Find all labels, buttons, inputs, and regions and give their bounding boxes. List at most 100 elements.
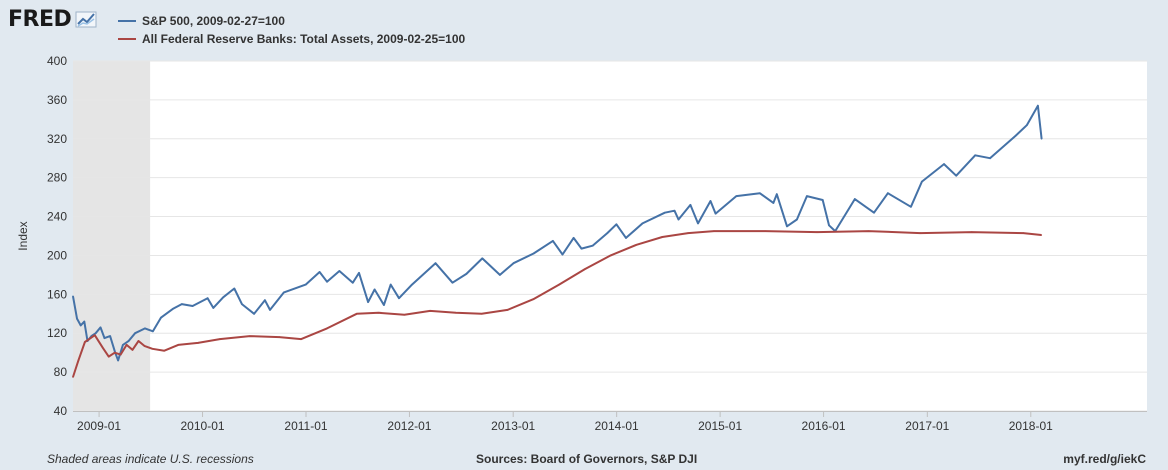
y-tick-label: 80 [54, 365, 68, 379]
series-0-point [103, 337, 106, 339]
series-0-point [697, 222, 699, 225]
series-1-point [125, 344, 128, 346]
series-lines [72, 104, 1043, 378]
series-0-point [572, 237, 575, 239]
series-1-point [506, 309, 509, 311]
series-0-point [191, 305, 194, 307]
series-0-point [109, 335, 111, 337]
series-0-point [144, 327, 146, 330]
series-0-point [1014, 135, 1017, 137]
series-1-point [480, 312, 483, 315]
series-0-point [714, 212, 717, 215]
series-0-point [499, 274, 501, 276]
legend-item-sp500[interactable]: S&P 500, 2009-02-27=100 [118, 12, 465, 30]
series-0-point [206, 297, 209, 300]
series-1-point [84, 341, 86, 343]
series-0-point [253, 312, 255, 315]
series-0-point [796, 218, 798, 221]
series-0-point [580, 247, 583, 250]
y-tick-label: 400 [47, 54, 67, 68]
series-1-point [219, 338, 221, 340]
series-1-point [101, 347, 104, 349]
series-1-point [1040, 234, 1043, 236]
series-1-point [177, 344, 179, 346]
plot-area[interactable] [73, 61, 1147, 411]
series-0-point [222, 296, 225, 299]
series-0-point [1026, 124, 1028, 126]
series-0-point [955, 174, 958, 177]
fred-logo[interactable]: FRED [8, 6, 97, 32]
series-0-point [910, 206, 912, 208]
series-0-point [160, 316, 162, 319]
series-0-point [641, 222, 644, 225]
x-tick-label: 2011-01 [284, 419, 327, 433]
series-1-point [635, 243, 638, 246]
series-0-point [735, 195, 738, 197]
series-1-point [609, 254, 612, 257]
series-1-point [919, 232, 922, 234]
series-1-point [764, 230, 767, 232]
series-0-point [181, 303, 183, 305]
x-tick-label: 2010-01 [181, 419, 225, 433]
series-1-point [131, 348, 134, 351]
series-1-point [113, 351, 116, 354]
x-axis-ticks: 2009-01 2010-01 2011-01 2012-01 2013-01 2014-… [73, 411, 1147, 433]
series-0-point [76, 317, 78, 320]
series-0-point [127, 340, 130, 342]
x-tick-label: 2017-01 [905, 419, 949, 433]
series-0-point [373, 288, 376, 291]
series-0-point [122, 344, 124, 346]
series-0-point [318, 271, 321, 273]
series-0-point [389, 283, 392, 286]
series-1-point [94, 334, 96, 336]
chart-line-icon [75, 11, 97, 28]
legend-item-fed-assets[interactable]: All Federal Reserve Banks: Total Assets,… [118, 30, 465, 48]
series-1-point [326, 327, 328, 330]
series-0-point [241, 303, 243, 305]
series-0-point [1037, 104, 1039, 107]
series-0-point [853, 198, 856, 200]
series-1-point [455, 312, 457, 314]
series-0-point [134, 332, 136, 335]
series-0-point [383, 304, 385, 306]
short-url-link[interactable]: myf.red/g/iekC [1063, 452, 1146, 466]
series-1-point [163, 349, 166, 352]
series-0-point [759, 192, 761, 195]
series-1-point [143, 345, 146, 347]
series-0-point [625, 237, 627, 239]
series-0-point [989, 157, 991, 160]
series-0-point [465, 273, 468, 275]
series-1-point [72, 376, 74, 378]
series-1-point [661, 236, 664, 238]
series-0-point [606, 232, 609, 234]
series-1-point [119, 353, 122, 356]
y-tick-label: 320 [47, 132, 67, 146]
series-0-point [561, 253, 564, 256]
recession-note: Shaded areas indicate U.S. recessions [47, 452, 254, 466]
series-0-point [689, 204, 692, 206]
series-0-point [709, 200, 712, 202]
y-axis-ticks: 40 80 120 160 200 240 280 320 360 400 [47, 54, 67, 418]
series-0-point [481, 257, 484, 260]
series-0-point [233, 287, 236, 290]
series-line-0[interactable] [72, 104, 1043, 362]
series-0-point [552, 240, 554, 242]
y-tick-label: 120 [47, 326, 67, 340]
series-1-point [151, 347, 154, 350]
series-1-point [77, 359, 80, 362]
series-0-point [269, 309, 271, 311]
series-0-point [591, 244, 594, 247]
series-0-point [83, 320, 86, 323]
series-0-point [152, 330, 154, 333]
x-tick-label: 2012-01 [387, 419, 431, 433]
x-tick-label: 2016-01 [802, 419, 846, 433]
series-0-point [212, 307, 215, 309]
series-1-point [816, 231, 818, 233]
series-0-point [772, 202, 775, 204]
series-0-point [351, 281, 354, 284]
series-1-point [1022, 232, 1025, 234]
series-1-point [558, 283, 560, 286]
series-0-point [411, 283, 413, 286]
series-1-point [532, 298, 535, 300]
series-0-point [828, 224, 830, 227]
